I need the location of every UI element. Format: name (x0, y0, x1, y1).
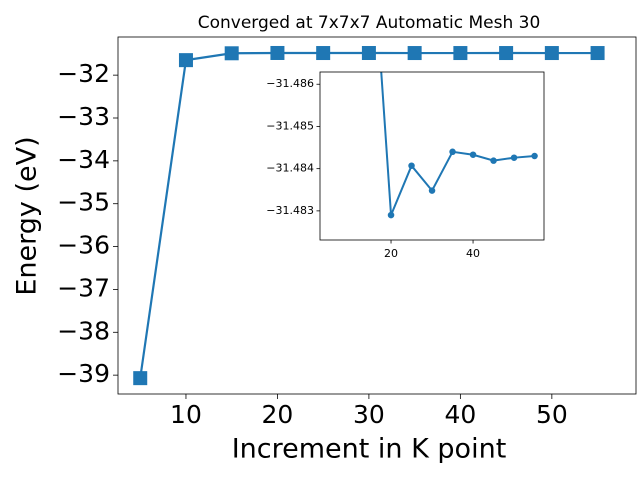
y-tick-label: −33 (57, 102, 110, 131)
marker (590, 46, 605, 61)
axes-frame (117, 36, 637, 395)
y-tick-label: −31.486 (266, 77, 314, 90)
y-tick-label: −34 (57, 145, 110, 174)
plot-area (133, 45, 605, 386)
x-tick-label: 50 (536, 400, 568, 429)
y-axis-label: Energy (eV) (12, 136, 43, 295)
marker (407, 46, 422, 61)
axes-frame (319, 71, 545, 241)
marker (510, 154, 518, 161)
marker (178, 53, 193, 68)
y-tick-label: −32 (57, 59, 110, 88)
y-tick-label: −31.484 (266, 162, 314, 175)
x-tick-label: 20 (384, 247, 398, 260)
marker (224, 46, 239, 61)
y-tick-label: −38 (57, 316, 110, 345)
x-tick-label: 40 (444, 400, 476, 429)
inset: 20 40 −31.486 −31.485 −31.484 −31.483 (266, 71, 545, 260)
marker (453, 46, 468, 61)
marker (449, 148, 456, 156)
marker (499, 46, 514, 61)
y-tick-label: −35 (57, 188, 110, 217)
y-tick-label: −39 (57, 359, 110, 388)
y-tick-label: −37 (57, 273, 110, 302)
marker (531, 152, 538, 160)
x-tick-label: 20 (262, 400, 294, 429)
y-tick-label: −31.485 (266, 119, 314, 132)
inset-background (320, 72, 544, 240)
chart-title: Converged at 7x7x7 Automatic Mesh 30 (198, 13, 541, 33)
main-axes: 10 20 30 40 50 −32 −33 −34 −35 −36 −37 −38 −39 (57, 36, 637, 429)
marker (469, 151, 477, 158)
y-tick-label: −31.483 (266, 204, 314, 217)
x-tick-label: 40 (466, 247, 480, 260)
marker (428, 187, 436, 194)
x-tick-label: 30 (353, 400, 385, 429)
marker (544, 46, 559, 61)
y-tick-label: −36 (57, 231, 110, 260)
marker (133, 371, 148, 386)
marker (316, 46, 331, 61)
marker (270, 45, 285, 60)
marker (490, 157, 497, 164)
marker (408, 162, 415, 169)
marker (387, 211, 395, 219)
x-axis-label: Increment in K point (232, 434, 507, 465)
plot-area (380, 72, 538, 219)
marker (361, 46, 376, 61)
x-tick-label: 10 (170, 400, 202, 429)
